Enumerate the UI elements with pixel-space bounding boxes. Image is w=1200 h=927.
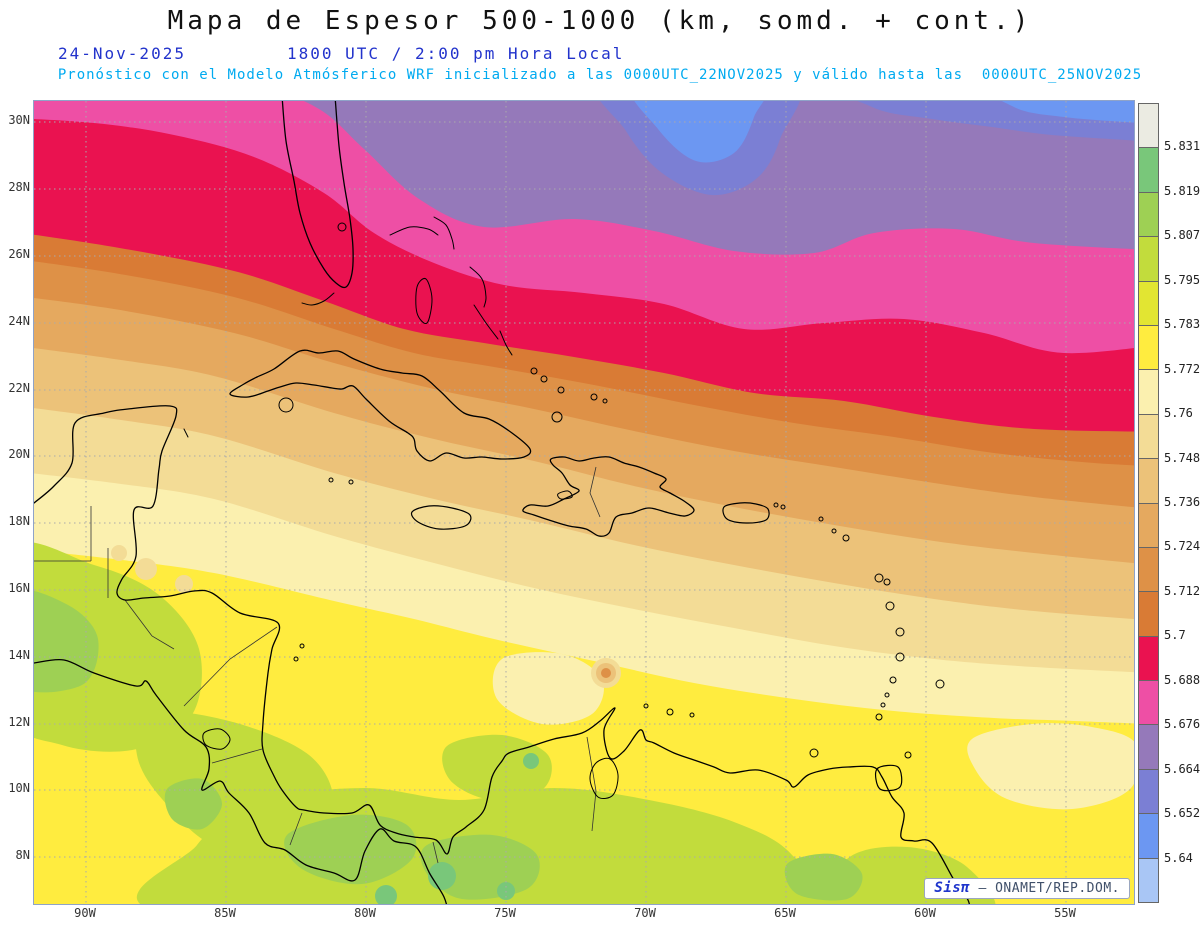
colorbar — [1138, 103, 1159, 903]
lat-label: 22N — [8, 381, 30, 395]
lon-label: 65W — [774, 906, 796, 920]
lon-label: 80W — [354, 906, 376, 920]
colorbar-label: 5.736 — [1164, 495, 1200, 509]
colorbar-label: 5.688 — [1164, 672, 1200, 687]
lat-label: 14N — [8, 648, 30, 662]
forecast-description: Pronóstico con el Modelo Atmósferico WRF… — [57, 67, 1143, 83]
map-area: Sisπ – ONAMET/REP.DOM. — [33, 100, 1135, 905]
colorbar-segment — [1139, 414, 1158, 460]
date-line: 24-Nov-2025 1800 UTC / 2:00 pm Hora Loca… — [0, 44, 1200, 66]
lon-label: 70W — [634, 906, 656, 920]
lat-label: 16N — [8, 581, 30, 595]
colorbar-segment — [1139, 725, 1158, 770]
lat-label: 26N — [8, 247, 30, 261]
lon-label: 75W — [494, 906, 516, 920]
colorbar-label: 5.819 — [1164, 183, 1200, 198]
colorbar-label: 5.783 — [1164, 317, 1200, 332]
colorbar-label: 5.795 — [1164, 272, 1200, 287]
lon-label: 90W — [74, 906, 96, 920]
colorbar-label: 5.748 — [1164, 450, 1200, 465]
colorbar-segment — [1139, 370, 1158, 415]
lon-label: 60W — [914, 906, 936, 920]
credit-text: – ONAMET/REP.DOM. — [978, 881, 1120, 896]
lat-label: 20N — [8, 447, 30, 461]
colorbar-segment — [1139, 459, 1158, 504]
lat-label: 10N — [8, 781, 30, 795]
colorbar-segment — [1139, 592, 1158, 637]
colorbar-label: 5.664 — [1164, 761, 1200, 776]
colorbar-label: 5.64 — [1164, 850, 1193, 865]
colorbar-segment — [1139, 192, 1158, 238]
colorbar-segment — [1139, 237, 1158, 282]
colorbar-segment — [1139, 325, 1158, 371]
credit-badge: Sisπ – ONAMET/REP.DOM. — [924, 878, 1130, 899]
colorbar-label: 5.7 — [1164, 628, 1186, 643]
lat-label: 8N — [15, 848, 30, 862]
colorbar-label: 5.772 — [1164, 361, 1200, 376]
colorbar-segment — [1139, 547, 1158, 593]
colorbar-label: 5.76 — [1164, 406, 1193, 421]
colorbar-segment — [1139, 281, 1158, 326]
lat-label: 18N — [8, 514, 30, 528]
forecast-time: 1800 UTC / 2:00 pm Hora Local — [287, 44, 625, 63]
colorbar-label: 5.724 — [1164, 539, 1200, 554]
colorbar-label: 5.652 — [1164, 806, 1200, 821]
colorbar-label: 5.807 — [1164, 228, 1200, 243]
forecast-date: 24-Nov-2025 — [58, 44, 186, 63]
lat-label: 12N — [8, 715, 30, 729]
lat-label: 24N — [8, 314, 30, 328]
colorbar-label: 5.712 — [1164, 583, 1200, 598]
colorbar-segment — [1139, 503, 1158, 548]
colorbar-segment — [1139, 148, 1158, 193]
colorbar-segment — [1139, 858, 1158, 903]
colorbar-segment — [1139, 104, 1158, 149]
lat-label: 30N — [8, 113, 30, 127]
colorbar-segment — [1139, 636, 1158, 682]
lat-label: 28N — [8, 180, 30, 194]
lon-label: 85W — [214, 906, 236, 920]
contour-map — [34, 101, 1134, 904]
lon-label: 55W — [1054, 906, 1076, 920]
colorbar-segment — [1139, 814, 1158, 859]
sispi-logo: Sisπ — [934, 880, 971, 896]
page-title: Mapa de Espesor 500-1000 (km, somd. + co… — [167, 6, 1033, 36]
colorbar-segment — [1139, 769, 1158, 815]
colorbar-label: 5.831 — [1164, 139, 1200, 154]
colorbar-segment — [1139, 681, 1158, 726]
colorbar-label: 5.676 — [1164, 717, 1200, 732]
